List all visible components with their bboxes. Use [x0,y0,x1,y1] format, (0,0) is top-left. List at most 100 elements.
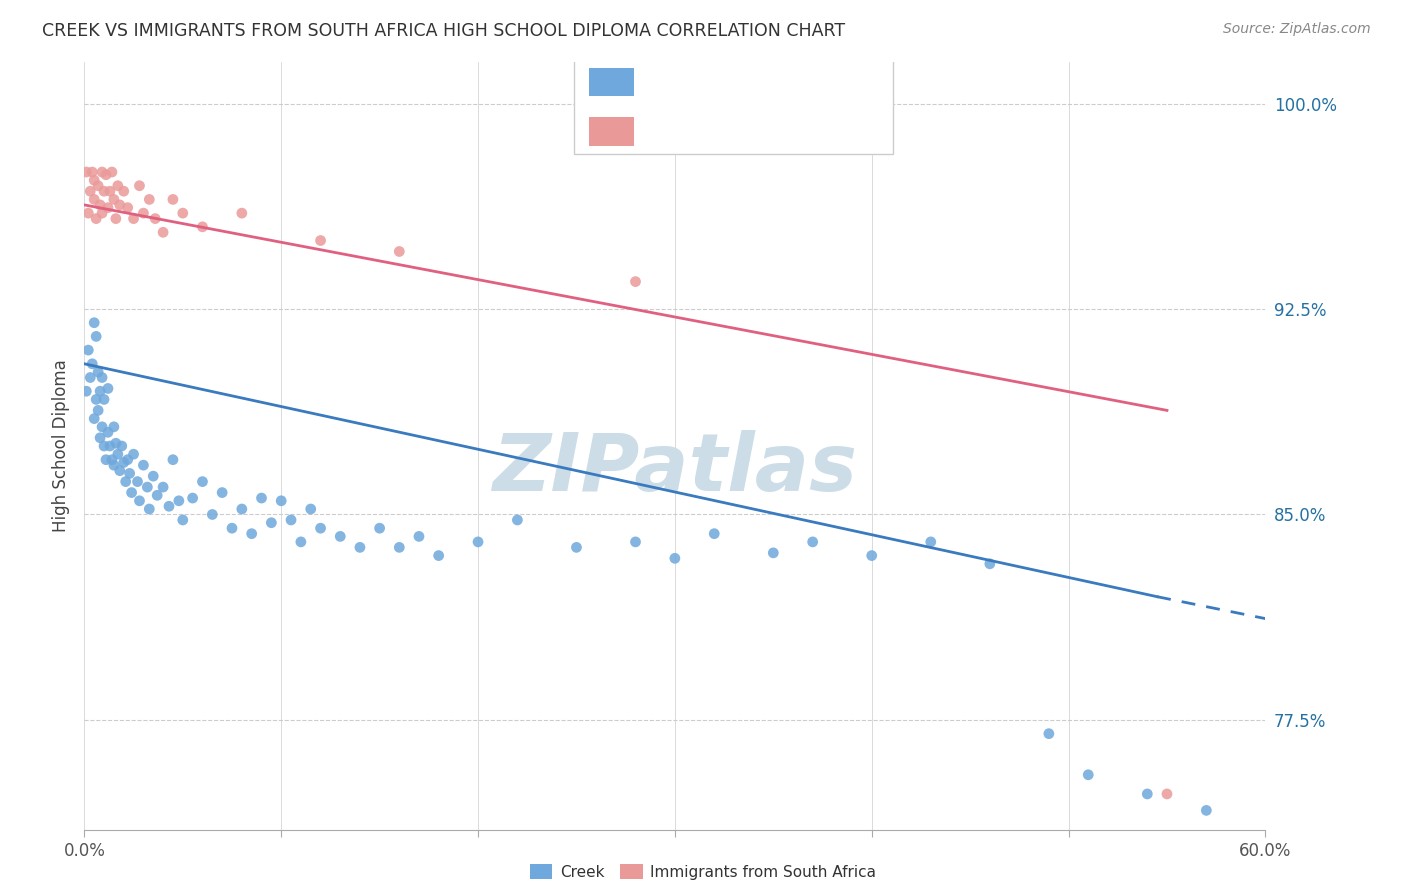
Point [89,431,111,445]
Text: ZIPatlas: ZIPatlas [492,430,858,508]
Y-axis label: High School Diploma: High School Diploma [52,359,70,533]
Point [211,485,233,500]
Point [1038,726,1060,740]
Point [94,452,117,467]
Point [112,455,135,469]
Point [142,469,165,483]
Point [143,211,166,226]
Point [309,521,332,535]
Point [87,365,110,379]
Point [240,526,263,541]
Point [270,493,292,508]
Point [89,384,111,399]
Point [762,546,785,560]
Point [920,534,942,549]
Point [101,165,124,179]
Point [79,184,101,198]
Point [121,485,143,500]
Point [84,211,107,226]
Point [467,534,489,549]
Point [128,493,150,508]
Point [103,193,125,207]
Point [162,193,184,207]
Point [89,198,111,212]
Point [191,475,214,489]
Point [172,206,194,220]
Point [138,502,160,516]
Legend: Creek, Immigrants from South Africa: Creek, Immigrants from South Africa [524,859,882,884]
Point [91,370,114,384]
Point [250,491,273,505]
Point [280,513,302,527]
Point [329,529,352,543]
Point [118,467,141,481]
Point [83,411,105,425]
FancyBboxPatch shape [589,118,634,146]
Point [107,447,129,461]
Point [132,458,155,472]
Point [77,343,100,357]
FancyBboxPatch shape [575,54,893,154]
Point [98,184,121,198]
Point [136,480,159,494]
Point [260,516,283,530]
Point [101,452,124,467]
Point [860,549,883,563]
Point [84,392,107,407]
Point [82,165,104,179]
Point [87,403,110,417]
Point [104,436,127,450]
FancyBboxPatch shape [589,68,634,96]
Point [107,178,129,193]
Point [408,529,430,543]
Point [368,521,391,535]
Point [181,491,204,505]
Point [152,225,174,239]
Point [94,168,117,182]
Point [93,439,115,453]
Text: Source: ZipAtlas.com: Source: ZipAtlas.com [1223,22,1371,37]
Point [112,184,135,198]
Point [82,357,104,371]
Point [91,419,114,434]
Text: CREEK VS IMMIGRANTS FROM SOUTH AFRICA HIGH SCHOOL DIPLOMA CORRELATION CHART: CREEK VS IMMIGRANTS FROM SOUTH AFRICA HI… [42,22,845,40]
Point [201,508,224,522]
Point [1136,787,1159,801]
Point [111,439,134,453]
Point [77,206,100,220]
Point [388,244,411,259]
Point [349,541,371,555]
Point [98,439,121,453]
Point [624,275,647,289]
Point [87,178,110,193]
Point [79,370,101,384]
Point [75,384,97,399]
Point [427,549,450,563]
Point [146,488,169,502]
Point [97,425,120,440]
Point [231,502,253,516]
Point [97,201,120,215]
Point [104,211,127,226]
Point [97,381,120,395]
Point [83,173,105,187]
Point [172,513,194,527]
Point [979,557,1001,571]
Point [162,452,184,467]
Point [117,201,139,215]
Point [1195,803,1218,817]
Point [83,193,105,207]
Point [703,526,725,541]
Point [388,541,411,555]
Point [167,493,190,508]
Point [624,534,647,549]
Point [157,500,180,514]
Point [108,198,131,212]
Point [75,165,97,179]
Point [128,178,150,193]
Point [1077,768,1099,782]
Point [299,502,322,516]
Point [290,534,312,549]
Point [309,234,332,248]
Text: R = -0.284   N = 36: R = -0.284 N = 36 [651,123,814,141]
